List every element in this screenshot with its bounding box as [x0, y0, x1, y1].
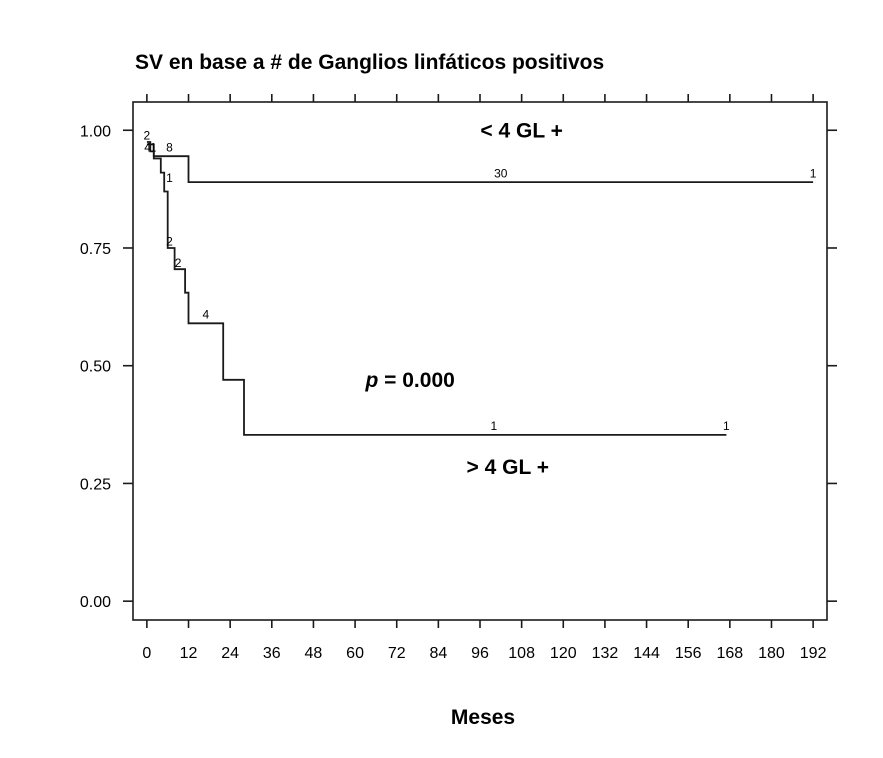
- x-tick-label: 192: [800, 645, 827, 662]
- risk-count-label: 2: [144, 129, 151, 143]
- x-tick-label: 84: [429, 645, 447, 662]
- y-tick-label: 1.00: [80, 123, 111, 140]
- y-tick-label: 0.25: [80, 476, 111, 493]
- risk-count-label: 1: [810, 166, 817, 180]
- y-tick-label: 0.00: [80, 594, 111, 611]
- x-tick-label: 156: [675, 645, 702, 662]
- x-tick-label: 96: [471, 645, 489, 662]
- x-tick-label: 72: [388, 645, 406, 662]
- x-tick-label: 12: [180, 645, 198, 662]
- series-label-1: < 4 GL +: [480, 119, 563, 142]
- series-label-2: > 4 GL +: [467, 456, 550, 479]
- x-tick-label: 24: [221, 645, 239, 662]
- x-tick-label: 144: [633, 645, 660, 662]
- y-tick-label: 0.75: [80, 241, 111, 258]
- plot-frame: [132, 101, 828, 621]
- x-tick-label: 108: [508, 645, 535, 662]
- x-tick-label: 180: [758, 645, 785, 662]
- risk-count-label: 4: [144, 140, 151, 154]
- risk-count-label: 8: [166, 140, 173, 154]
- axis-ticks: 0 12 24 36 48 60 72 84 96 108 120 132 144 156 168 180 19…: [80, 94, 837, 662]
- survival-curve-2: [146, 143, 727, 436]
- risk-count-label: 1: [491, 419, 498, 433]
- x-tick-label: 132: [592, 645, 619, 662]
- p-value-annotation: p = 0.000: [364, 369, 454, 392]
- x-tick-label: 60: [346, 645, 364, 662]
- chart-title: SV en base a # de Ganglios linfáticos po…: [135, 51, 604, 74]
- x-axis-label: Meses: [451, 706, 515, 729]
- risk-count-label: 2: [166, 235, 173, 249]
- x-tick-label: 48: [305, 645, 323, 662]
- risk-count-label: 4: [203, 308, 210, 322]
- x-tick-label: 120: [550, 645, 577, 662]
- survival-curves: [146, 141, 814, 436]
- x-tick-label: 168: [716, 645, 743, 662]
- p-value-text: = 0.000: [378, 369, 454, 392]
- survival-curve-1: [146, 141, 814, 184]
- series-labels: < 4 GL + > 4 GL +: [467, 119, 563, 479]
- risk-count-label: 1: [723, 419, 730, 433]
- y-tick-label: 0.50: [80, 359, 111, 376]
- risk-count-label: 30: [494, 166, 508, 180]
- p-value-symbol: p: [364, 369, 378, 392]
- risk-count-label: 2: [175, 256, 182, 270]
- risk-count-label: 1: [166, 171, 173, 185]
- risk-count-label: 1: [150, 140, 157, 154]
- x-tick-label: 36: [263, 645, 281, 662]
- x-tick-label: 0: [142, 645, 151, 662]
